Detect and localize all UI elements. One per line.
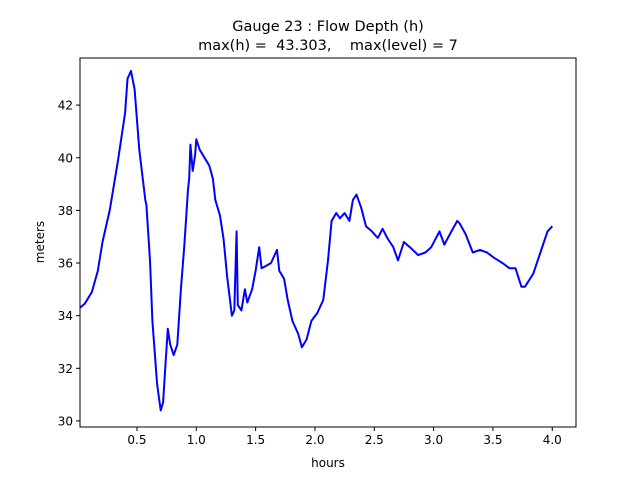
x-tick-label: 3.5 [483,433,502,447]
x-axis-label: hours [311,456,345,470]
y-tick-label: 38 [58,204,73,218]
x-tick-label: 2.0 [305,433,324,447]
y-tick-label: 34 [58,309,73,323]
chart-subtitle: max(h) = 43.303, max(level) = 7 [198,38,458,54]
x-tick-label: 0.5 [127,433,146,447]
y-tick-label: 42 [58,99,73,113]
x-tick-label: 2.5 [365,433,384,447]
x-tick-label: 3.0 [424,433,443,447]
y-tick-label: 30 [58,414,73,428]
y-tick-label: 36 [58,257,73,271]
y-axis-label: meters [33,221,47,263]
y-tick-label: 32 [58,362,73,376]
plot-frame [79,57,577,428]
y-tick-label: 40 [58,151,73,165]
x-tick-label: 1.0 [187,433,206,447]
x-tick-label: 1.5 [246,433,265,447]
chart-title: Gauge 23 : Flow Depth (h) [232,19,424,35]
series-line-flow-depth [79,69,554,412]
x-tick-label: 4.0 [543,433,562,447]
